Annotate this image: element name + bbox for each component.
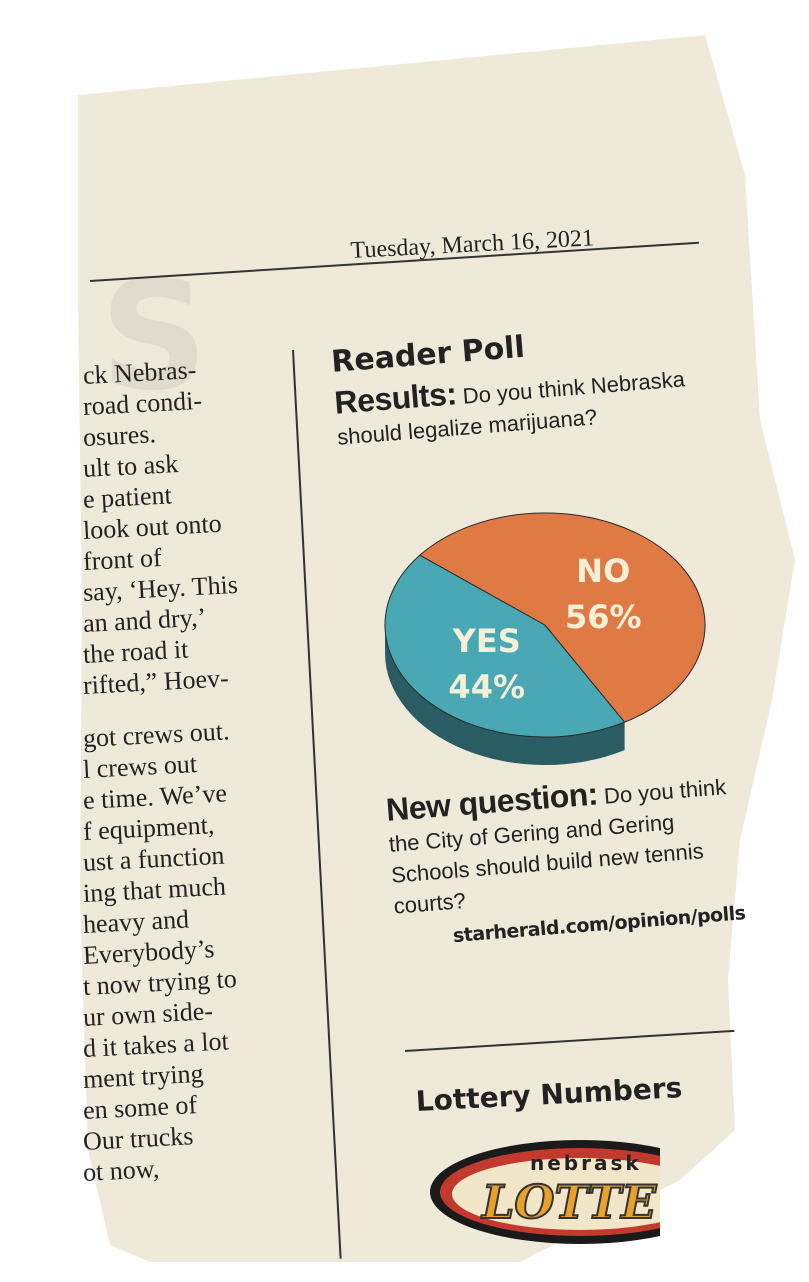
pie-slice-no: [419, 512, 706, 723]
pie-slice-yes: [384, 554, 626, 738]
lottery-logo: nebrask LOTTE: [430, 1130, 660, 1255]
pie-label-category: NO: [576, 552, 630, 590]
article-column: ck Nebras-road condi-osures. ult to ask e …: [83, 360, 298, 1188]
poll-pie-chart: YES 44% NO 56%: [380, 505, 720, 785]
bleed-through-ink: S: [100, 250, 217, 424]
pie-label-percent: 56%: [565, 598, 642, 636]
lottery-logo-svg: nebrask LOTTE: [430, 1140, 660, 1244]
results-label: Results:: [333, 375, 458, 421]
logo-main-text: LOTTE: [480, 1175, 657, 1229]
pie-slice-side-yes: [385, 625, 625, 765]
pie-label-percent: 44%: [448, 668, 525, 706]
pie-label-category: YES: [452, 622, 521, 660]
logo-small-text: nebrask: [530, 1151, 642, 1175]
pie-svg: YES 44% NO 56%: [384, 512, 706, 765]
new-question-block: New question: Do you think the City of G…: [385, 768, 747, 957]
